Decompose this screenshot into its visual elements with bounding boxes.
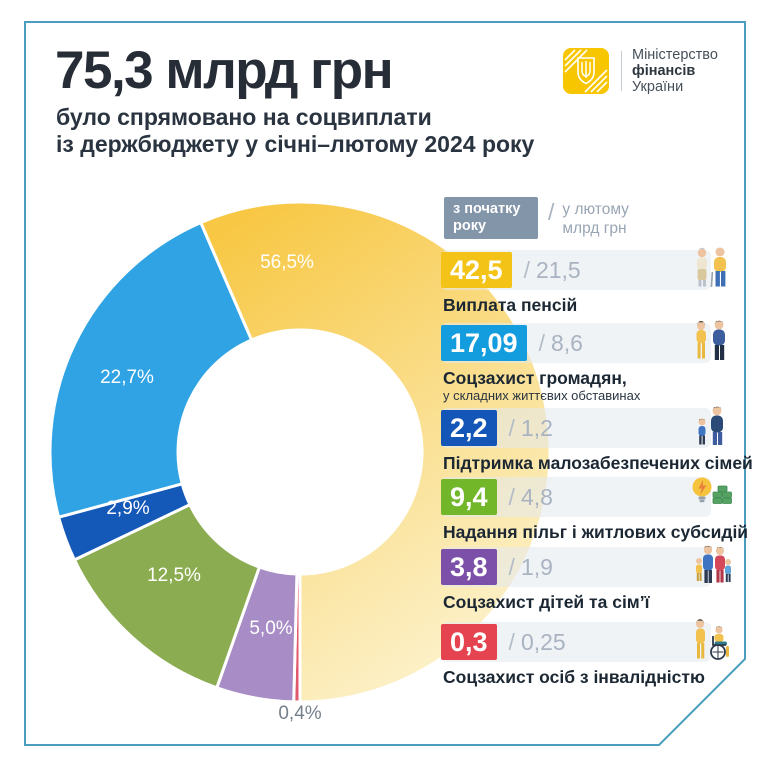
- children-family-icon: [696, 545, 731, 583]
- row-label: Соцзахист осіб з інвалідністю: [443, 667, 705, 687]
- donut-percent-label: 5,0%: [249, 618, 292, 639]
- legend-row-citizens: 17,09 / 8,6 Соцзахист громадян, у складн…: [441, 320, 741, 403]
- row-label: Соцзахист громадян,: [443, 368, 627, 388]
- february-value: 21,5: [535, 256, 581, 283]
- value-badge: 0,3: [441, 624, 497, 660]
- february-value: 1,9: [520, 553, 553, 580]
- row-label: Виплата пенсій: [443, 295, 578, 315]
- value-badge: 17,09: [441, 325, 527, 361]
- pensioners-icon: [697, 247, 726, 288]
- slash-separator: /: [508, 483, 515, 510]
- slash-separator: /: [508, 553, 515, 580]
- donut-percent-label: 22,7%: [100, 367, 154, 388]
- february-value: 8,6: [550, 329, 583, 356]
- row-label: Надання пільг і житлових субсидій: [443, 522, 749, 542]
- ministry-logo: Міністерство фінансів України: [563, 47, 718, 95]
- donut-percent-label: 12,5%: [147, 565, 201, 586]
- value-badge: 9,4: [441, 479, 497, 515]
- ministry-name-line-3: України: [632, 79, 684, 95]
- legend-header: з початку року / у лютому млрд грн: [444, 197, 657, 239]
- slash-separator: /: [538, 329, 545, 356]
- legend-row-disability: 0,3 / 0,25 Соцзахист осіб з інвалідністю: [441, 619, 741, 694]
- donut-hole: [179, 331, 421, 573]
- ministry-name-line-1: Міністерство: [632, 47, 718, 63]
- legend-header-separator: /: [548, 199, 555, 225]
- legend-header-february: у лютому млрд грн: [562, 201, 629, 237]
- disability-icon: [696, 619, 729, 660]
- donut-percent-label: 0,4%: [278, 703, 321, 724]
- page-title: 75,3 млрд грн: [55, 41, 394, 100]
- subtitle-line-1: було спрямовано на соцвиплати: [56, 104, 432, 130]
- legend-row-low-income: 2,2 / 1,2 Підтримка малозабезпечених сім…: [441, 406, 753, 480]
- legend-header-since-start: з початку року: [444, 197, 538, 239]
- row-sublabel: у складних життєвих обставинах: [443, 388, 641, 403]
- ministry-name: Міністерство фінансів України: [632, 47, 718, 95]
- slash-separator: /: [508, 414, 515, 441]
- donut-percent-label: 2,9%: [106, 498, 149, 519]
- logo-divider: [621, 51, 622, 91]
- citizens-icon: [696, 320, 725, 360]
- legend-row-pensions: 42,5 / 21,5 Виплата пенсій: [441, 247, 741, 322]
- february-value: 4,8: [520, 483, 553, 510]
- page-subtitle: було спрямовано на соцвиплати із держбюд…: [56, 104, 534, 158]
- legend-row-children-family: 3,8 / 1,9 Соцзахист дітей та сім’ї: [441, 545, 741, 619]
- trident-emblem-icon: [563, 48, 609, 94]
- value-badge: 3,8: [441, 549, 497, 585]
- slash-separator: /: [523, 256, 530, 283]
- subsidies-icon: [692, 477, 732, 504]
- february-value: 0,25: [520, 628, 566, 655]
- donut-percent-label: 56,5%: [260, 252, 314, 273]
- value-badge: 2,2: [441, 410, 497, 446]
- value-badge: 42,5: [441, 252, 512, 288]
- row-label: Підтримка малозабезпечених сімей: [443, 453, 753, 473]
- legend-row-subsidies: 9,4 / 4,8 Надання пільг і житлових субси…: [441, 477, 748, 549]
- february-value: 1,2: [520, 414, 553, 441]
- subtitle-line-2: із держбюджету у січні–лютому 2024 року: [56, 131, 535, 157]
- row-label: Соцзахист дітей та сім’ї: [443, 592, 650, 612]
- slash-separator: /: [508, 628, 515, 655]
- donut-slice-1: [48, 221, 254, 519]
- ministry-name-line-2: фінансів: [632, 63, 696, 79]
- low-income-family-icon: [698, 406, 723, 445]
